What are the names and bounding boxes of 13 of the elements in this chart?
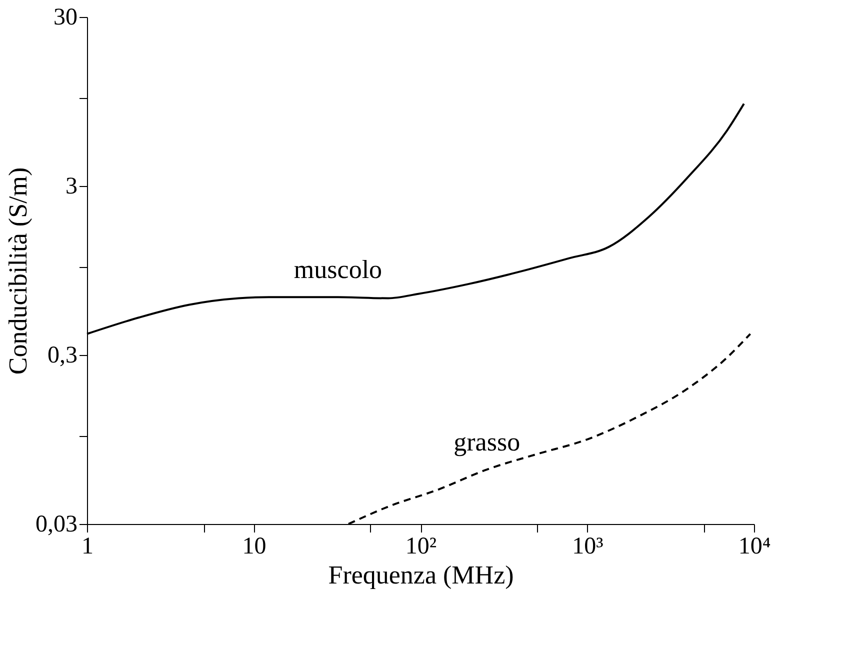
x-tick-label: 10²	[405, 534, 437, 560]
y-tick-label: 0,03	[36, 512, 78, 538]
y-axis-title: Conducibilità (S/m)	[4, 167, 32, 375]
y-tick-label: 0,3	[48, 342, 78, 368]
y-tick-label: 30	[54, 4, 78, 30]
x-axis-title: Frequenza (MHz)	[328, 560, 514, 590]
y-tick-label: 3	[66, 174, 78, 200]
x-tick-label: 10³	[572, 534, 604, 560]
x-tick-label: 10⁴	[738, 534, 771, 560]
series-label: grasso	[454, 428, 520, 457]
series-label: muscolo	[294, 255, 382, 284]
x-tick-label: 1	[82, 534, 94, 560]
x-tick-label: 10	[242, 534, 266, 560]
